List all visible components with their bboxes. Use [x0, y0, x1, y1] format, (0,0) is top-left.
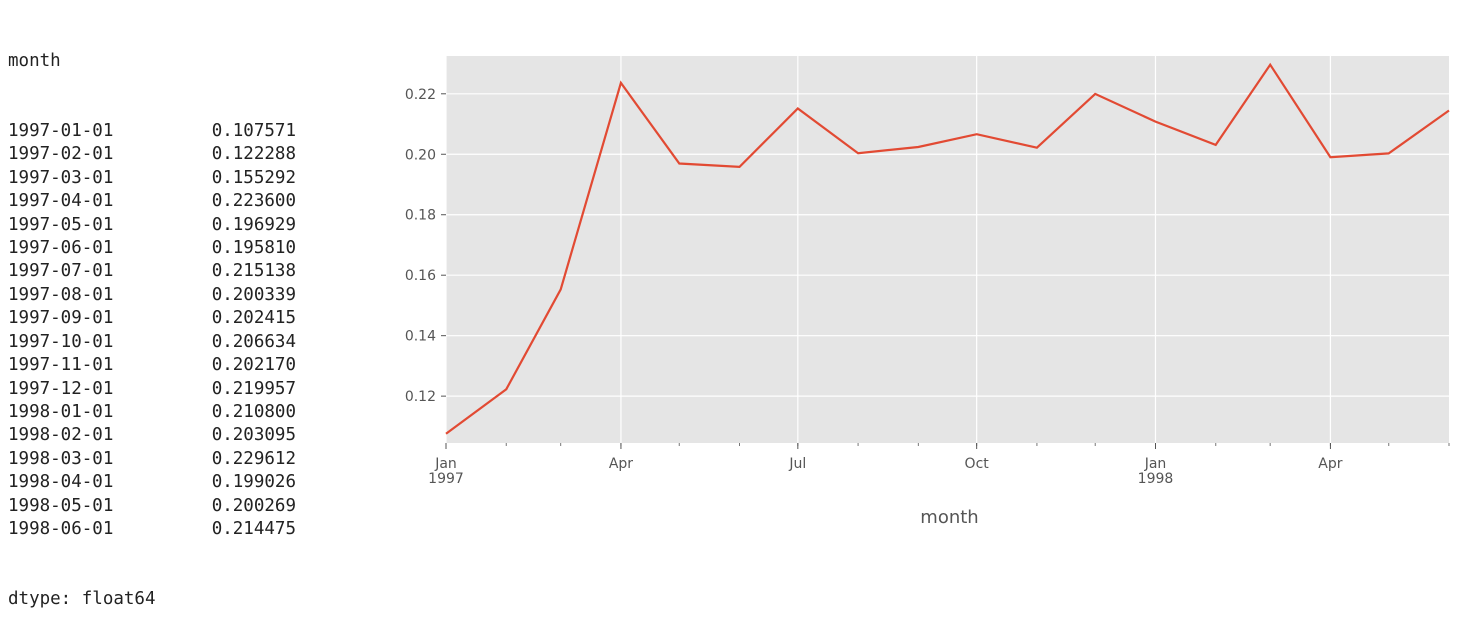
- series-row-index: 1997-01-01: [8, 121, 114, 142]
- series-row: 1998-01-01 0.210800: [8, 401, 328, 424]
- series-row: 1997-07-01 0.215138: [8, 260, 328, 283]
- x-tick-label: Apr: [1318, 456, 1342, 472]
- y-tick-label: 0.14: [405, 329, 436, 345]
- series-row-index: 1998-04-01: [8, 472, 114, 493]
- series-row-index: 1997-05-01: [8, 214, 114, 235]
- series-row: 1998-05-01 0.200269: [8, 495, 328, 518]
- series-row-index: 1997-03-01: [8, 167, 114, 188]
- y-tick-label: 0.20: [405, 147, 436, 163]
- series-row-index: 1998-02-01: [8, 425, 114, 446]
- x-axis-label: month: [920, 507, 978, 528]
- series-row-value: 0.122288: [211, 144, 296, 165]
- series-row: 1998-03-01 0.229612: [8, 448, 328, 471]
- x-tick-label: Jan: [434, 456, 457, 472]
- series-row-value: 0.202415: [211, 308, 296, 329]
- series-row-value: 0.214475: [211, 518, 296, 539]
- series-row: 1998-02-01 0.203095: [8, 424, 328, 447]
- x-tick-label: Jan: [1144, 456, 1167, 472]
- series-row-index: 1997-08-01: [8, 284, 114, 305]
- series-text-output: month 1997-01-01 0.107571 1997-02-01 0.1222…: [8, 3, 328, 635]
- series-row-value: 0.215138: [211, 261, 296, 282]
- series-row: 1997-08-01 0.200339: [8, 284, 328, 307]
- series-row-index: 1998-06-01: [8, 518, 114, 539]
- series-line: [445, 62, 1450, 435]
- series-row-index: 1997-06-01: [8, 238, 114, 259]
- series-row-value: 0.223600: [211, 191, 296, 212]
- series-dtype: dtype: float64: [8, 589, 156, 610]
- series-row: 1998-06-01 0.214475: [8, 518, 328, 541]
- series-row-index: 1997-10-01: [8, 331, 114, 352]
- series-row-index: 1997-04-01: [8, 191, 114, 212]
- plot-area-background: [446, 56, 1449, 443]
- x-tick-year-label: 1997: [428, 471, 464, 487]
- y-tick-label: 0.16: [405, 268, 436, 284]
- series-row-value: 0.200269: [211, 495, 296, 516]
- series-row-value: 0.229612: [211, 448, 296, 469]
- series-row: 1997-06-01 0.195810: [8, 237, 328, 260]
- series-row: 1997-04-01 0.223600: [8, 190, 328, 213]
- series-row: 1997-12-01 0.219957: [8, 378, 328, 401]
- series-row: 1997-11-01 0.202170: [8, 354, 328, 377]
- x-tick-label: Jul: [788, 456, 806, 472]
- series-row-index: 1997-09-01: [8, 308, 114, 329]
- y-tick-label: 0.18: [405, 208, 436, 224]
- series-row: 1998-04-01 0.199026: [8, 471, 328, 494]
- series-row-value: 0.200339: [211, 284, 296, 305]
- series-row-value: 0.202170: [211, 355, 296, 376]
- x-tick-label: Oct: [965, 456, 990, 472]
- series-row: 1997-05-01 0.196929: [8, 214, 328, 237]
- grid-lines: [445, 56, 1449, 443]
- series-row-value: 0.196929: [211, 214, 296, 235]
- x-tick-year-label: 1998: [1138, 471, 1174, 487]
- series-row-value: 0.219957: [211, 378, 296, 399]
- series-row-value: 0.155292: [211, 167, 296, 188]
- series-row-index: 1997-12-01: [8, 378, 114, 399]
- series-row-index: 1998-01-01: [8, 401, 114, 422]
- series-row-index: 1998-05-01: [8, 495, 114, 516]
- series-row-value: 0.203095: [211, 425, 296, 446]
- series-row-index: 1998-03-01: [8, 448, 114, 469]
- x-tick-label: Apr: [609, 456, 633, 472]
- series-row-value: 0.199026: [211, 472, 296, 493]
- series-row: 1997-03-01 0.155292: [8, 167, 328, 190]
- series-row-index: 1997-07-01: [8, 261, 114, 282]
- series-row-value: 0.107571: [211, 121, 296, 142]
- y-tick-label: 0.12: [405, 389, 436, 405]
- y-tick-label: 0.22: [405, 87, 436, 103]
- series-index-name: month: [8, 50, 61, 71]
- y-axis-ticks: 0.12 0.14 0.16 0.18 0.20 0.22: [405, 87, 446, 405]
- series-row: 1997-09-01 0.202415: [8, 307, 328, 330]
- series-row-index: 1997-11-01: [8, 355, 114, 376]
- series-row: 1997-10-01 0.206634: [8, 331, 328, 354]
- series-row-value: 0.195810: [211, 238, 296, 259]
- series-rows: 1997-01-01 0.107571 1997-02-01 0.122288 1997…: [8, 120, 328, 541]
- series-row-value: 0.210800: [211, 401, 296, 422]
- series-row: 1997-01-01 0.107571: [8, 120, 328, 143]
- series-row: 1997-02-01 0.122288: [8, 143, 328, 166]
- series-row-index: 1997-02-01: [8, 144, 114, 165]
- series-row-value: 0.206634: [211, 331, 296, 352]
